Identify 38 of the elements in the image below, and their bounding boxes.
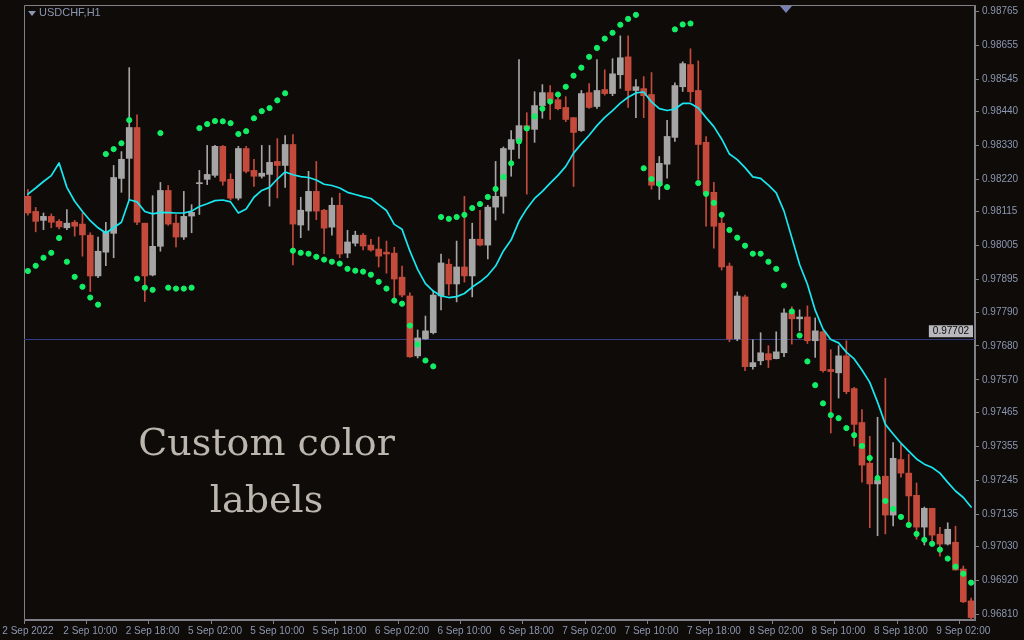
y-tick-label: 0.97030	[982, 540, 1019, 552]
x-tick-label: 8 Sep 18:00	[873, 624, 929, 636]
y-tick-label: 0.98005	[982, 239, 1019, 251]
x-tick-label: 5 Sep 10:00	[250, 624, 305, 636]
x-tick-label: 2 Sep 2022	[2, 624, 54, 636]
x-tick-label: 8 Sep 10:00	[811, 624, 866, 636]
x-tick-label: 7 Sep 02:00	[562, 624, 617, 636]
x-tick-label: 2 Sep 10:00	[63, 624, 118, 636]
y-tick-label: 0.96920	[982, 574, 1019, 586]
y-tick-label: 0.98765	[982, 4, 1019, 16]
x-tick-label: 8 Sep 02:00	[749, 624, 804, 636]
y-tick-label: 0.97135	[982, 507, 1019, 519]
y-tick-label: 0.97680	[982, 339, 1019, 351]
y-tick-label: 0.96810	[982, 608, 1019, 620]
x-tick-label: 7 Sep 10:00	[624, 624, 679, 636]
x-tick-label: 2 Sep 18:00	[125, 624, 181, 636]
ref-line-label: 0.97702	[932, 325, 970, 337]
x-tick-label: 6 Sep 02:00	[375, 624, 430, 636]
x-tick-label: 7 Sep 18:00	[686, 624, 742, 636]
y-tick-label: 0.97790	[982, 305, 1019, 317]
x-tick-label: 5 Sep 02:00	[188, 624, 243, 636]
x-tick-label: 6 Sep 18:00	[499, 624, 555, 636]
y-tick-label: 0.97465	[982, 406, 1019, 418]
y-tick-label: 0.98330	[982, 139, 1019, 151]
x-tick-label: 6 Sep 10:00	[437, 624, 492, 636]
x-tick-label: 9 Sep 02:00	[936, 624, 991, 636]
y-tick-label: 0.97895	[982, 273, 1019, 285]
y-tick-label: 0.98545	[982, 72, 1019, 84]
y-tick-label: 0.97570	[982, 373, 1019, 385]
y-tick-label: 0.97245	[982, 473, 1019, 485]
x-tick-label: 5 Sep 18:00	[312, 624, 368, 636]
y-tick-label: 0.97355	[982, 440, 1019, 452]
chart-title: USDCHF,H1	[39, 6, 101, 19]
annotation: Custom color labels	[138, 419, 396, 521]
y-tick-label: 0.98655	[982, 38, 1019, 50]
y-tick-label: 0.98220	[982, 173, 1019, 185]
y-tick-label: 0.98115	[982, 205, 1018, 217]
y-tick-label: 0.98440	[982, 105, 1019, 117]
